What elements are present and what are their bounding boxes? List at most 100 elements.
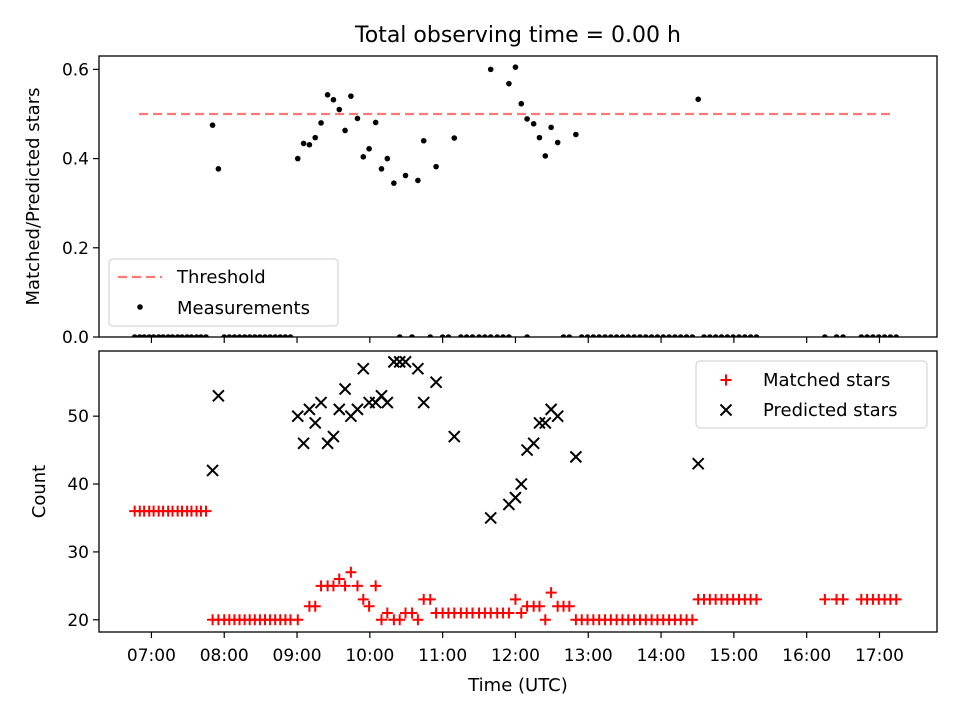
x-tick-label: 07:00 (127, 646, 176, 666)
predicted-star-point (429, 376, 443, 389)
matched-star-point (509, 593, 521, 605)
measurement-point (179, 334, 185, 337)
measurement-point (396, 334, 403, 337)
measurement-point (736, 334, 742, 337)
measurement-point (184, 334, 190, 337)
measurement-point (677, 334, 684, 337)
legend-box (695, 360, 928, 429)
ratio-panel: 0.0 0.2 0.4 0.6 Matched/Predicted stars Thres… (23, 55, 938, 348)
predicted-star-point (327, 430, 340, 443)
measurement-point (642, 334, 649, 337)
measurement-point (602, 334, 608, 337)
measurement-point (469, 334, 476, 337)
predicted-star-point (399, 355, 412, 369)
predicted-star-point (381, 396, 394, 409)
measurement-point (864, 334, 870, 337)
measurement-point (822, 334, 828, 337)
measurement-point (893, 334, 900, 337)
predicted-star-point (393, 355, 406, 369)
measurement-point (463, 334, 470, 337)
measurement-point (724, 334, 731, 337)
x-tick-label: 09:00 (273, 646, 322, 666)
measurement-point (712, 334, 719, 337)
measurement-point (753, 334, 760, 337)
measurement-point (231, 334, 238, 337)
chart-title: Total observing time = 0.00 h (354, 23, 681, 48)
measurement-point (536, 134, 543, 141)
legend-box (108, 258, 339, 327)
measurement-point (560, 334, 567, 337)
measurement-point (631, 334, 637, 337)
measurement-point (433, 163, 439, 170)
measurement-point (267, 334, 273, 337)
measurement-point (155, 334, 162, 337)
matched-star-point (563, 600, 575, 612)
measurement-point (608, 334, 614, 337)
measurement-point (833, 334, 840, 337)
measurement-point (566, 334, 573, 337)
measurement-point (146, 334, 153, 337)
matched-star-point (351, 580, 363, 592)
measurement-point (524, 334, 530, 337)
matched-star-point (750, 593, 762, 605)
measurement-point (209, 122, 216, 128)
measurement-point (840, 334, 846, 337)
measurement-point (654, 334, 661, 337)
legend-predicted-swatch (719, 403, 733, 417)
predicted-star-point (333, 403, 346, 416)
counts-y-tick-label: 40 (67, 475, 89, 495)
measurement-point (169, 334, 176, 337)
measurement-point (262, 334, 268, 337)
predicted-star-point (297, 437, 310, 450)
predicted-star-point (212, 389, 225, 403)
matched-star-point (406, 607, 418, 619)
matched-star-point (533, 600, 545, 612)
measurement-point (415, 177, 421, 184)
measurement-point (596, 334, 602, 337)
measurement-point (160, 334, 166, 337)
measurement-point (420, 137, 427, 144)
measurement-point (252, 334, 258, 337)
measurement-point (613, 334, 620, 337)
measurement-point (487, 66, 494, 73)
predicted-star-point (303, 403, 316, 416)
measurement-point (378, 166, 385, 172)
measurement-point (573, 131, 579, 138)
x-tick-label: 08:00 (200, 646, 249, 666)
measurement-point (718, 334, 725, 337)
measurement-point (590, 334, 597, 337)
measurement-point (402, 172, 409, 179)
matched-star-point (890, 593, 902, 605)
predicted-star-point (411, 362, 425, 375)
matched-star-point (545, 587, 557, 599)
matched-star-point (339, 580, 351, 592)
measurement-point (701, 334, 707, 337)
x-tick-label: 10:00 (345, 646, 394, 666)
ratio-y-axis-label: Matched/Predicted stars (23, 88, 44, 306)
x-tick-label: 13:00 (564, 646, 613, 666)
counts-y-tick-label: 50 (67, 407, 89, 427)
measurement-point (672, 334, 678, 337)
matched-star-point (375, 614, 387, 626)
measurement-point (312, 134, 319, 141)
measurement-point (282, 334, 289, 337)
measurement-point (554, 139, 561, 146)
legend-threshold-label: Threshold (176, 267, 266, 288)
measurement-point (482, 334, 488, 337)
ratio-frame (98, 55, 938, 338)
measurement-point (165, 334, 171, 337)
measurement-point (506, 80, 512, 87)
matched-star-point (837, 593, 849, 605)
predicted-star-point (448, 430, 461, 443)
ratio-plot-area (131, 64, 900, 337)
matched-star-point (686, 614, 698, 626)
measurement-point (131, 334, 138, 337)
measurement-point (637, 334, 643, 337)
ratio-y-tick-label: 0.2 (62, 239, 89, 259)
measurement-point (215, 166, 222, 172)
counts-panel: 20 30 40 50 07:00 08:00 09:00 10:00 11:00 12:00 13… (29, 350, 938, 666)
predicted-star-point (484, 511, 497, 525)
predicted-star-point (569, 450, 583, 464)
measurement-point (887, 334, 894, 337)
matched-star-point (327, 580, 339, 592)
